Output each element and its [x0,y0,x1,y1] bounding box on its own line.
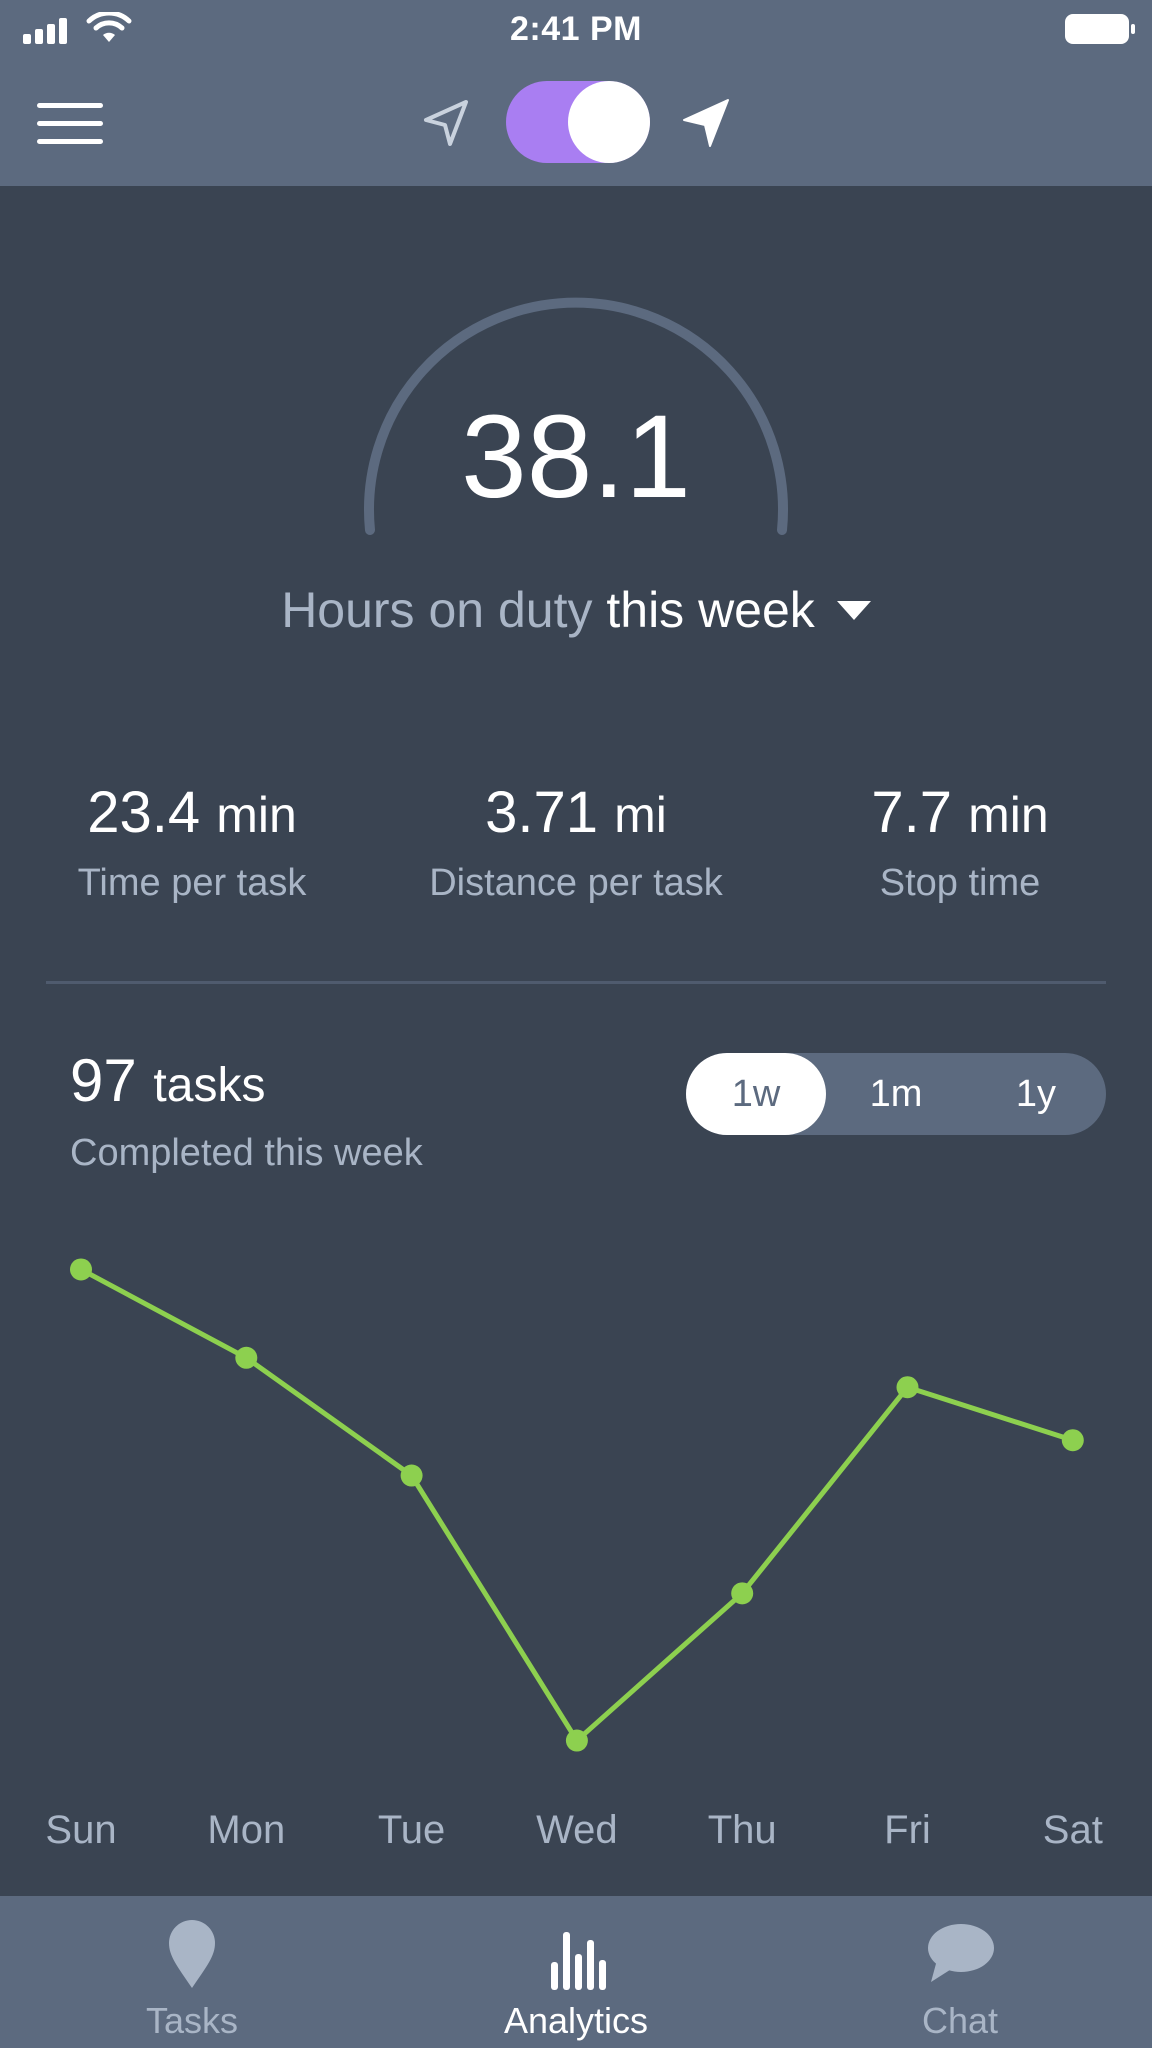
stat-label: Stop time [879,862,1041,904]
hours-value: 38.1 [461,391,691,523]
range-option-1y[interactable]: 1y [1015,1073,1057,1115]
map-pin-icon [169,1920,215,1988]
divider [46,981,1106,984]
stat-unit: min [216,787,297,843]
x-tick-label-sat: Sat [1042,1808,1103,1852]
period-selector[interactable]: this week [606,582,815,638]
x-tick-label-tue: Tue [377,1808,446,1852]
data-point-thu[interactable] [731,1582,754,1605]
data-point-mon[interactable] [235,1346,258,1369]
data-point-wed[interactable] [565,1729,588,1752]
stat-value: 23.4 [87,780,201,845]
caret-down-icon[interactable] [836,601,871,621]
top-bar: 2:41 PM [0,0,1152,186]
tasks-count-unit: tasks [153,1059,266,1112]
tab-bar: Tasks Analytics Chat [0,1896,1152,2048]
x-tick-label-thu: Thu [707,1808,777,1852]
location-toggle[interactable] [506,81,650,163]
tasks-count-value: 97 [70,1047,137,1114]
tab-label: Analytics [503,2000,649,2041]
stat-label: Distance per task [429,862,723,904]
navigation-filled-icon[interactable] [678,96,734,152]
range-option-1m[interactable]: 1m [869,1073,923,1115]
battery-icon [1065,14,1135,44]
stat-unit: min [968,787,1049,843]
data-point-fri[interactable] [896,1376,919,1399]
menu-icon[interactable] [37,103,103,144]
data-point-sat[interactable] [1061,1429,1084,1452]
hours-gauge [364,297,788,535]
stat-unit: mi [614,787,667,843]
tab-tasks[interactable]: Tasks [0,1896,384,2048]
range-option-1w[interactable]: 1w [686,1053,826,1135]
status-bar: 2:41 PM [0,0,1152,60]
hours-label-text: Hours on duty [281,582,593,638]
bar-chart-icon [551,1932,606,1990]
stat-distance-per-task: 3.71 mi Distance per task [384,778,768,906]
wifi-icon [86,12,132,42]
x-tick-label-wed: Wed [536,1808,618,1852]
cellular-signal-icon [23,18,69,44]
navigation-outline-icon[interactable] [418,96,474,152]
range-selector: 1w 1m 1y [686,1053,1106,1135]
x-tick-label-sun: Sun [45,1808,117,1852]
stat-value: 7.7 [871,780,952,845]
data-point-sun[interactable] [70,1258,92,1281]
stat-value: 3.71 [485,780,598,845]
hours-label[interactable]: Hours on duty this week [0,580,1152,640]
x-tick-label-mon: Mon [207,1808,286,1852]
stat-stop-time: 7.7 min Stop time [768,778,1152,906]
toggle-knob [568,81,650,163]
status-time: 2:41 PM [510,10,642,48]
tasks-line-chart [70,1258,1084,1752]
tab-label: Tasks [145,2000,239,2041]
tab-label: Chat [921,2000,999,2041]
tasks-count: 97 tasks [70,1045,265,1122]
chat-bubble-icon [928,1924,994,1982]
stat-label: Time per task [77,862,307,904]
x-tick-label-fri: Fri [884,1808,931,1852]
tab-analytics[interactable]: Analytics [384,1896,768,2048]
data-point-tue[interactable] [400,1464,423,1487]
tab-chat[interactable]: Chat [768,1896,1152,2048]
tasks-label: Completed this week [70,1132,423,1174]
series-line [79,1267,1074,1744]
stat-time-per-task: 23.4 min Time per task [0,778,384,906]
